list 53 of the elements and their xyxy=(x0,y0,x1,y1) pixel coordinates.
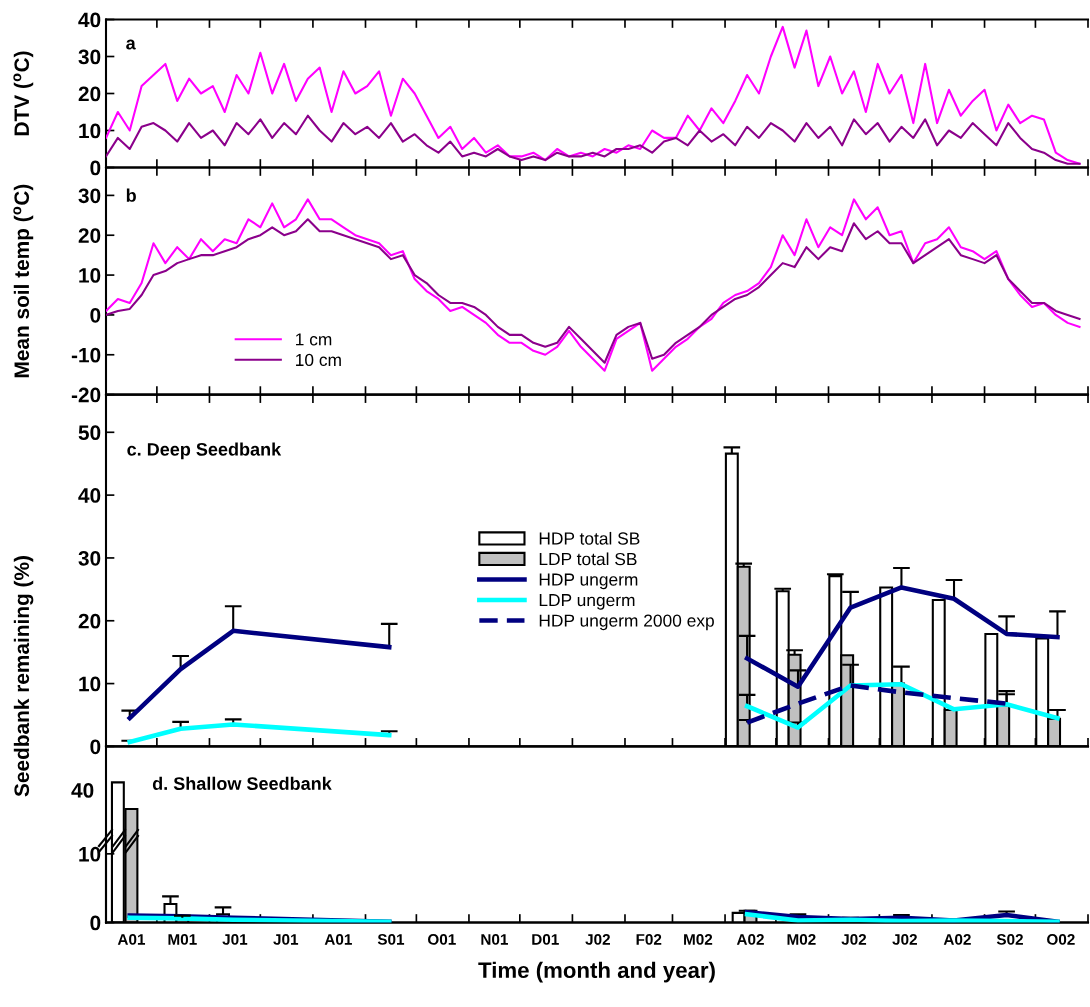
y-tick-label: 0 xyxy=(90,739,101,755)
y-tick-label: 10 xyxy=(79,123,101,139)
x-tick-label: F02 xyxy=(636,934,662,945)
y-tick-label: 10 xyxy=(79,268,101,283)
legend-label: LDP ungerm xyxy=(539,594,635,610)
y-tick-label: -20 xyxy=(71,387,101,403)
x-tick-label: J02 xyxy=(841,934,867,945)
x-tick-label: O01 xyxy=(428,934,456,945)
y-tick-label: 30 xyxy=(78,49,101,65)
annotation: a xyxy=(126,39,136,50)
annotation: d. Shallow Seedbank xyxy=(152,776,332,790)
x-tick-label: A01 xyxy=(324,934,352,945)
x-tick-label: J02 xyxy=(585,934,610,945)
y-tick-label: 0 xyxy=(90,160,101,176)
legend-label: 1 cm xyxy=(296,333,332,346)
x-tick-label: O02 xyxy=(1047,934,1075,945)
x-tick-label: M02 xyxy=(787,934,816,945)
x-tick-label: J02 xyxy=(892,934,917,945)
legend-label: LDP total SB xyxy=(539,552,637,566)
x-tick-label: M02 xyxy=(684,934,713,945)
y-tick-label: 20 xyxy=(78,86,101,102)
y-tick-label: 20 xyxy=(78,613,101,629)
y-tick-label: 30 xyxy=(78,550,101,566)
y-tick-label: 10 xyxy=(79,846,101,862)
x-axis-title: Time (month and year) xyxy=(478,961,715,983)
annotation: c. Deep Seedbank xyxy=(127,442,282,460)
x-tick-label: S02 xyxy=(996,934,1023,945)
x-tick-label: N01 xyxy=(481,934,508,945)
legend-label: HDP ungerm 2000 exp xyxy=(539,614,714,631)
x-tick-label: A02 xyxy=(736,934,764,945)
x-tick-label: J01 xyxy=(273,934,299,945)
legend-label: HDP total SB xyxy=(539,531,640,545)
x-tick-label: A02 xyxy=(943,934,971,945)
annotation: b xyxy=(126,188,136,202)
y-tick-label: 30 xyxy=(78,188,101,204)
legend-label: HDP ungerm xyxy=(539,573,638,590)
y-tick-label: 0 xyxy=(90,915,101,931)
x-tick-label: S01 xyxy=(377,934,405,945)
y-tick-label: 40 xyxy=(78,488,101,503)
y-tick-label: -10 xyxy=(71,347,101,363)
y-tick-label: 50 xyxy=(78,425,101,441)
y-tick-label: 0 xyxy=(90,307,101,323)
y-axis-title: DTV ($^{o}$C) xyxy=(13,51,34,136)
y-tick-label: 20 xyxy=(78,228,101,243)
x-tick-label: D01 xyxy=(532,934,559,945)
y-tick-label: 10 xyxy=(79,676,101,692)
x-tick-label: M01 xyxy=(168,934,197,945)
legend-label: 10 cm xyxy=(296,353,341,367)
y-axis-title: Seedbank remaining (%) xyxy=(13,556,34,797)
y-tick-label: 40 xyxy=(78,12,101,28)
x-tick-label: J01 xyxy=(222,934,248,945)
x-tick-label: A01 xyxy=(117,934,146,945)
y-axis-title: Mean soil temp ($^{o}$C) xyxy=(13,184,34,378)
